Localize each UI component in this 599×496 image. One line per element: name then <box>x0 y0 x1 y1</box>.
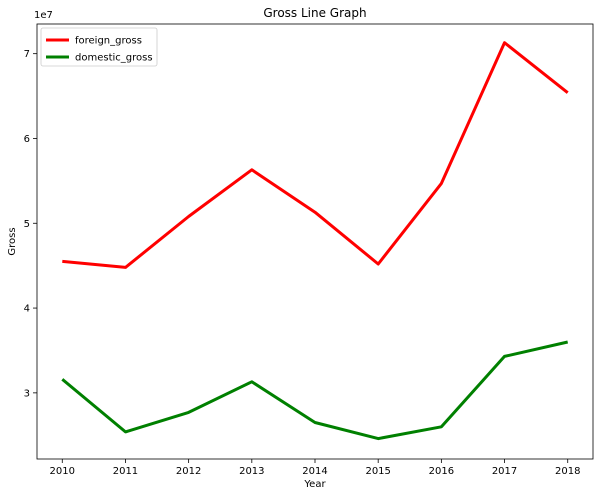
series-line-domestic-gross <box>61 340 569 441</box>
x-tick-label: 2014 <box>302 466 327 477</box>
y-tick-label: 5 <box>24 219 30 230</box>
x-tick-label: 2010 <box>50 466 75 477</box>
legend-label: domestic_gross <box>75 53 153 64</box>
x-tick-label: 2011 <box>113 466 138 477</box>
x-tick-label: 2016 <box>429 466 454 477</box>
x-tick-label: 2015 <box>365 466 390 477</box>
y-offset-label: 1e7 <box>34 10 53 21</box>
plot-frame <box>36 23 594 460</box>
y-tick-label: 6 <box>24 134 30 145</box>
chart-title: Gross Line Graph <box>263 6 366 20</box>
legend-label: foreign_gross <box>75 36 142 47</box>
y-tick-label: 3 <box>24 388 30 399</box>
series-line-foreign-gross <box>62 41 569 269</box>
x-tick-label: 2013 <box>239 466 264 477</box>
y-tick-label: 4 <box>24 304 30 315</box>
legend: foreign_gross domestic_gross <box>40 27 158 67</box>
plot-area: 2010 2011 2012 2013 2014 2015 2016 2017 2018 3 4 5 6… <box>24 23 594 477</box>
y-axis-label: Gross <box>7 227 18 255</box>
x-tick-label: 2017 <box>492 466 517 477</box>
x-tick-label: 2012 <box>176 466 201 477</box>
legend-box <box>40 27 158 67</box>
y-tick-label: 7 <box>24 49 30 60</box>
x-tick-label: 2018 <box>555 466 580 477</box>
x-axis-label: Year <box>303 479 326 490</box>
